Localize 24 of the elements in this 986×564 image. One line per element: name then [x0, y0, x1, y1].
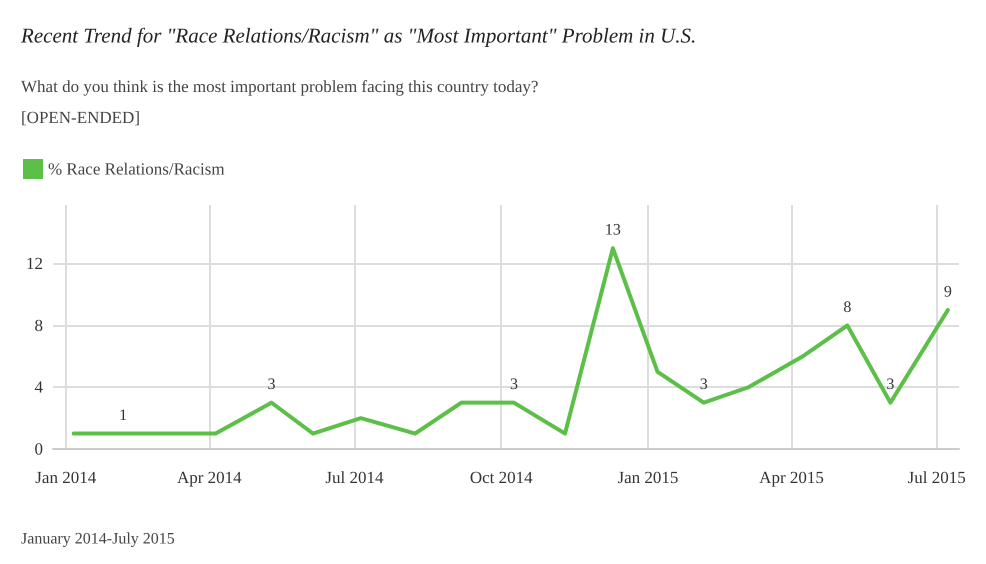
x-tick-label: Apr 2015 — [759, 468, 824, 487]
x-tick-label: Jan 2015 — [618, 468, 678, 487]
x-tick-label: Jan 2014 — [35, 468, 97, 487]
data-label: 3 — [700, 376, 708, 394]
data-label: 1 — [119, 407, 128, 424]
data-label: 3 — [268, 376, 276, 394]
data-label: 9 — [944, 284, 952, 301]
chart-title: Recent Trend for "Race Relations/Racism" as "Most Important" Problem in U.S. — [20, 24, 696, 48]
data-label: 3 — [886, 376, 894, 394]
text: January 2014-July 2015 — [21, 530, 175, 548]
data-label: 8 — [843, 298, 852, 316]
y-tick-label: 4 — [34, 378, 44, 397]
data-label: 13 — [604, 222, 621, 239]
x-tick-label: Jul 2015 — [908, 468, 966, 487]
legend-label: % Race Relations/Racism — [48, 160, 225, 178]
y-tick-label: 8 — [34, 316, 43, 335]
y-tick-label: 12 — [26, 254, 43, 274]
x-tick-label: Oct 2014 — [470, 468, 534, 487]
x-tick-label: Apr 2014 — [176, 468, 242, 487]
line-series — [72, 246, 950, 436]
y-tick-label: 0 — [34, 440, 43, 458]
chart-subtitle: What do you think is the most important problem facing this country today? [OPEN-ENDED] — [21, 77, 538, 127]
x-tick-label: Jul 2014 — [325, 468, 384, 487]
data-label: 3 — [510, 376, 518, 394]
